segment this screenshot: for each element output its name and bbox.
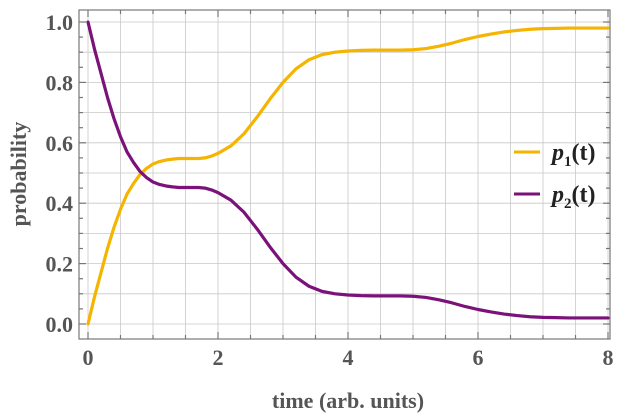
- legend-label-1: p1(t): [550, 140, 595, 170]
- legend-label-2: p2(t): [550, 182, 595, 212]
- x-axis-title: time (arb. units): [272, 388, 424, 413]
- y-tick-label: 0.8: [46, 70, 74, 95]
- y-axis-title: probability: [6, 122, 31, 227]
- y-tick-label: 0.4: [46, 191, 74, 216]
- y-tick-label: 0.2: [46, 252, 74, 277]
- y-tick-label: 0.6: [46, 131, 74, 156]
- x-tick-label: 4: [343, 345, 354, 370]
- axis-ticks: [79, 10, 610, 339]
- y-tick-label: 1.0: [46, 10, 74, 35]
- series-line-2: [86, 20, 610, 320]
- y-tick-label: 0.0: [46, 312, 74, 337]
- x-tick-label: 6: [473, 345, 484, 370]
- tick-labels: 0 2 4 6 8 0.0 0.2 0.4 0.6 0.8 1.0: [46, 10, 614, 370]
- x-tick-label: 2: [213, 345, 224, 370]
- plot-frame: [78, 9, 611, 340]
- x-tick-label: 8: [603, 345, 614, 370]
- x-tick-label: 0: [83, 345, 94, 370]
- grid: [79, 10, 610, 339]
- series-lines: [86, 20, 610, 326]
- legend: p1(t) p2(t): [514, 140, 595, 212]
